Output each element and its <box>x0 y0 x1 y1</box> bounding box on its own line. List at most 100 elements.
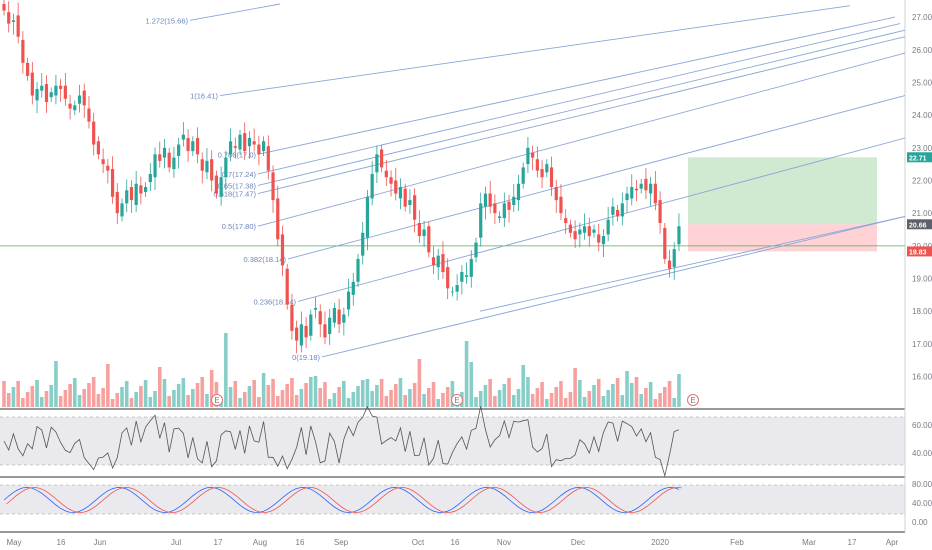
volume-bar <box>412 383 417 407</box>
time-tick-label: Feb <box>730 538 744 547</box>
candle <box>413 195 417 220</box>
volume-bar <box>526 377 530 407</box>
volume-bar <box>54 361 58 407</box>
candle <box>243 133 247 152</box>
volume-bar <box>549 393 554 407</box>
candle <box>63 85 67 99</box>
stoch-axis-label: 40.00 <box>912 499 932 508</box>
volume-bar <box>634 377 639 407</box>
candle <box>304 325 308 338</box>
volume-bar <box>285 384 289 407</box>
time-tick-label: Mar <box>802 538 816 547</box>
pitchfan-label: 0.7(17.24) <box>222 170 257 179</box>
candle <box>526 147 530 165</box>
candle <box>252 141 256 145</box>
time-tick-label: Aug <box>253 538 267 547</box>
volume-bar <box>488 379 492 407</box>
candle <box>540 169 544 178</box>
volume-bar <box>606 390 610 407</box>
candle <box>672 249 676 268</box>
volume-bar <box>441 393 445 407</box>
price-tag <box>907 246 932 257</box>
candle <box>186 138 190 152</box>
candle <box>219 177 223 197</box>
candle <box>464 275 469 277</box>
volume-bar <box>445 387 450 407</box>
volume-bar <box>275 396 280 407</box>
candle <box>87 108 91 122</box>
candle <box>474 242 478 258</box>
candle <box>337 309 341 325</box>
time-tick-label: 2020 <box>651 538 669 547</box>
volume-bar <box>615 378 620 407</box>
candle <box>427 226 431 253</box>
volume-bar <box>507 378 511 407</box>
candle <box>280 234 285 266</box>
candle <box>549 167 554 188</box>
position-target-zone <box>688 157 877 225</box>
volume-bar <box>299 389 304 407</box>
earnings-marker <box>687 394 699 406</box>
volume-bar <box>195 383 200 407</box>
candle <box>2 4 6 11</box>
volume-bar <box>535 388 540 407</box>
volume-bar <box>6 393 11 407</box>
pitchfan-line <box>257 36 906 194</box>
candle <box>375 154 379 173</box>
earnings-marker-label: E <box>214 396 219 405</box>
candle <box>625 193 629 201</box>
candle <box>271 172 275 201</box>
candle <box>564 218 568 223</box>
candle <box>35 88 39 101</box>
pitchfan-label: 1.272(15.66) <box>145 16 188 25</box>
volume-bar <box>545 399 549 407</box>
volume-bar <box>389 390 393 407</box>
volume-bar <box>290 378 294 407</box>
volume-bar <box>587 391 592 407</box>
volume-bar <box>139 386 143 407</box>
candle <box>663 227 667 259</box>
candle <box>162 147 167 158</box>
stoch-d-line <box>6 486 682 514</box>
volume-bar <box>101 388 105 407</box>
volume-bar <box>403 395 407 407</box>
volume-bar <box>578 380 582 407</box>
volume-bar <box>483 385 488 407</box>
volume-bar <box>21 398 25 407</box>
candle <box>134 183 138 205</box>
volume-bar <box>431 382 436 407</box>
rsi-panel-band <box>0 417 905 465</box>
candle <box>73 105 77 111</box>
price-tick-label: 22.00 <box>912 176 932 185</box>
candle <box>247 138 252 147</box>
volume-bar <box>478 391 483 407</box>
volume-bar <box>58 396 63 407</box>
volume-bar <box>313 376 318 407</box>
volume-bar <box>450 381 455 407</box>
price-tag-label: 20.66 <box>909 222 927 229</box>
volume-bar <box>181 378 186 407</box>
candle <box>129 187 134 201</box>
candle <box>30 72 34 96</box>
candle <box>16 15 20 37</box>
volume-bar <box>620 395 625 407</box>
earnings-marker-label: E <box>454 396 459 405</box>
pitchfan-label: 0.5(17.80) <box>222 222 257 231</box>
volume-bar <box>393 384 398 407</box>
candle <box>516 183 521 201</box>
candle <box>365 196 370 238</box>
time-tick-label: Nov <box>497 538 511 547</box>
candle <box>592 229 596 233</box>
pitchfan-line <box>189 3 281 21</box>
candle <box>398 187 403 199</box>
pitchfan-line <box>257 23 901 175</box>
candle <box>658 200 662 223</box>
candle <box>493 203 497 214</box>
volume-bar <box>582 397 587 407</box>
volume-bar <box>563 398 568 407</box>
volume-bar <box>516 389 521 407</box>
candle <box>634 188 639 191</box>
price-tick-label: 19.00 <box>912 275 932 284</box>
candle <box>195 138 200 155</box>
